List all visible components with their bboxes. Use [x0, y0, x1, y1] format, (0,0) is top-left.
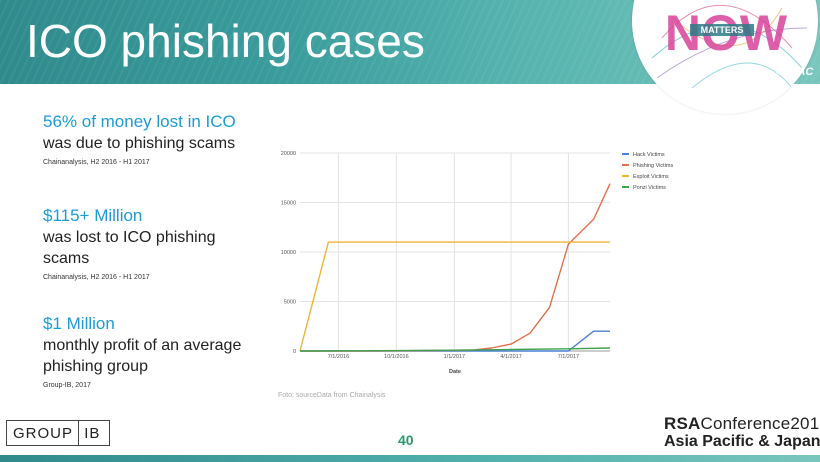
fact-headline: $115+ Million [43, 206, 143, 225]
hashtag-label: #RSAC [776, 66, 814, 78]
fact-block-1: 56% of money lost in ICO was due to phis… [43, 111, 236, 168]
y-tick-label: 10000 [281, 250, 296, 256]
y-tick-label: 20000 [281, 151, 296, 157]
group-ib-logo: GROUP IB [6, 420, 110, 446]
now-matters-badge: NOW MATTERS [632, 0, 818, 114]
fact-headline: 56% of money lost in ICO [43, 112, 236, 131]
logo-divider [78, 421, 80, 445]
fact-source: Chainanalysis, H2 2016 - H1 2017 [43, 159, 150, 166]
footer-bar [0, 455, 820, 462]
page-number: 40 [398, 432, 414, 448]
logo-text-b: IB [84, 424, 101, 442]
region-text: Asia Pacific & Japan [664, 433, 820, 450]
x-tick-label: 7/1/2016 [328, 354, 349, 360]
x-tick-label: 1/1/2017 [444, 354, 465, 360]
y-tick-label: 0 [293, 349, 296, 355]
fact-source: Group-IB, 2017 [43, 382, 91, 389]
fact-source: Chainanalysis, H2 2016 - H1 2017 [43, 274, 150, 281]
series-line [300, 183, 611, 352]
slide-title: ICO phishing cases [26, 15, 425, 67]
fact-text: was lost to ICO phishing scams [43, 229, 216, 267]
fact-block-2: $115+ Million was lost to ICO phishing s… [43, 205, 243, 283]
fact-block-3: $1 Million monthly profit of an average … [43, 313, 258, 391]
conference-text: Conference2018 [700, 414, 820, 433]
y-tick-label: 15000 [281, 201, 296, 207]
fact-text: monthly profit of an average phishing gr… [43, 337, 242, 375]
legend-label: Ponzi Victims [633, 185, 666, 191]
x-tick-label: 7/1/2017 [558, 354, 579, 360]
legend-label: Phishing Victims [633, 163, 673, 169]
legend-label: Hack Victims [633, 152, 665, 158]
victims-line-chart: 0 5000 10000 15000 20000 7/1/2016 10/1/2016 1/1… [281, 151, 674, 375]
series-line [299, 347, 611, 352]
logo-text-a: GROUP [13, 424, 74, 442]
y-tick-label: 5000 [284, 300, 296, 306]
series-line [299, 241, 610, 352]
series-line [300, 330, 610, 352]
rsa-conference-logo: RSAConference2018 Asia Pacific & Japan [664, 414, 820, 451]
x-axis-label: Date [449, 369, 461, 375]
x-tick-label: 10/1/2016 [384, 354, 408, 360]
legend-label: Exploit Victims [633, 174, 669, 180]
x-tick-label: 4/1/2017 [500, 354, 521, 360]
badge-sub: MATTERS [701, 25, 744, 35]
fact-text: was due to phishing scams [43, 135, 236, 152]
chart-caption: Foto: sourceData from Chainalysis [278, 392, 386, 399]
rsa-text: RSA [664, 414, 701, 433]
fact-headline: $1 Million [43, 314, 115, 333]
